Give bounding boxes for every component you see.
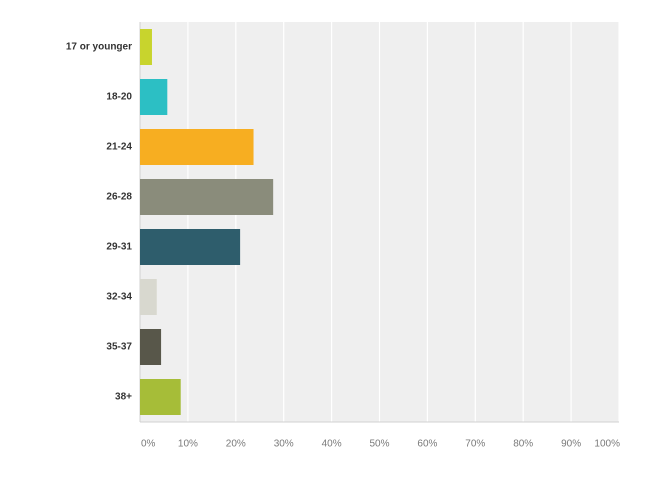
x-tick-label: 90% — [561, 439, 581, 450]
bar-35-37 — [140, 329, 162, 365]
x-tick-label: 20% — [226, 439, 246, 450]
x-tick-label: 100% — [594, 439, 620, 450]
x-tick-label: 60% — [417, 439, 437, 450]
x-tick-label: 70% — [465, 439, 485, 450]
bar-26-28 — [140, 179, 274, 215]
x-tick-label: 80% — [513, 439, 533, 450]
category-label: 26-28 — [106, 192, 132, 203]
category-label: 35-37 — [106, 342, 132, 353]
bar-32-34 — [140, 279, 157, 315]
x-tick-label: 0% — [141, 439, 156, 450]
category-label: 17 or younger — [66, 42, 132, 53]
bar-38- — [140, 379, 181, 415]
category-label: 38+ — [115, 392, 132, 403]
bar-18-20 — [140, 79, 168, 115]
x-tick-label: 30% — [274, 439, 294, 450]
x-tick-label: 50% — [369, 439, 389, 450]
bar-29-31 — [140, 229, 241, 265]
x-tick-label: 40% — [322, 439, 342, 450]
category-label: 32-34 — [106, 292, 132, 303]
category-label: 18-20 — [106, 92, 132, 103]
x-tick-label: 10% — [178, 439, 198, 450]
bar-17-or-younger — [140, 29, 152, 65]
category-label: 21-24 — [106, 142, 132, 153]
bar-21-24 — [140, 129, 254, 165]
category-label: 29-31 — [106, 242, 132, 253]
